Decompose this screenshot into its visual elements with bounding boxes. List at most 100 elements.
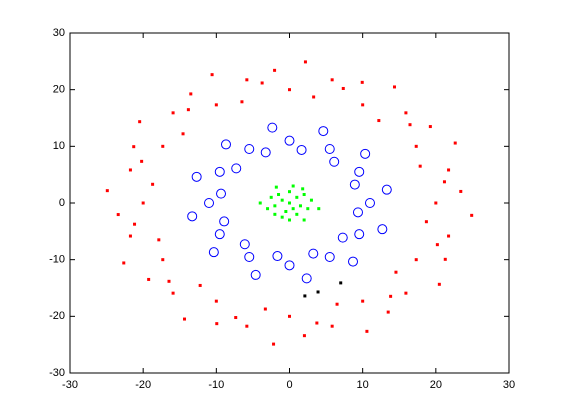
point xyxy=(364,198,375,208)
point xyxy=(122,261,126,265)
point xyxy=(284,210,288,213)
point xyxy=(437,282,441,286)
point xyxy=(339,281,343,285)
point xyxy=(329,156,340,167)
point xyxy=(296,144,307,155)
point xyxy=(215,322,219,326)
point xyxy=(288,190,291,194)
point xyxy=(303,60,307,64)
point xyxy=(288,314,291,318)
point xyxy=(267,122,278,133)
point xyxy=(354,229,365,240)
point xyxy=(260,81,264,85)
point xyxy=(234,316,238,320)
point xyxy=(274,185,278,189)
x-tick-label: -10 xyxy=(208,379,224,391)
point xyxy=(171,291,175,295)
point xyxy=(284,135,295,146)
point xyxy=(240,100,244,104)
point xyxy=(302,218,306,222)
point xyxy=(404,111,408,115)
point xyxy=(138,120,142,124)
point xyxy=(288,88,291,92)
point xyxy=(133,222,137,226)
point xyxy=(291,207,295,211)
point xyxy=(435,243,439,247)
y-tick-label: -10 xyxy=(49,254,65,266)
point xyxy=(128,168,132,172)
point xyxy=(132,145,136,149)
point xyxy=(186,108,190,112)
point xyxy=(459,189,463,193)
point xyxy=(295,212,299,216)
point xyxy=(424,220,428,224)
point xyxy=(324,143,335,154)
point xyxy=(214,229,225,240)
point xyxy=(335,302,339,306)
point xyxy=(272,251,283,262)
point xyxy=(239,239,250,250)
point xyxy=(381,184,392,195)
point xyxy=(161,144,165,148)
point xyxy=(298,204,302,208)
x-tick-label: 0 xyxy=(286,379,292,391)
point xyxy=(187,211,198,222)
point xyxy=(219,216,230,227)
point xyxy=(360,80,364,84)
point xyxy=(361,103,365,107)
point xyxy=(231,163,242,174)
point xyxy=(394,270,398,274)
point xyxy=(392,85,396,89)
point xyxy=(308,248,319,259)
y-tick-label: -20 xyxy=(49,310,65,322)
point xyxy=(288,218,291,222)
point xyxy=(443,257,447,261)
point xyxy=(317,207,321,211)
x-tick-label: -30 xyxy=(62,379,78,391)
point xyxy=(277,193,281,196)
point xyxy=(295,195,299,199)
point xyxy=(386,310,390,314)
point xyxy=(414,258,418,262)
point xyxy=(302,193,306,196)
point xyxy=(361,299,365,303)
point xyxy=(330,324,334,328)
point xyxy=(447,168,451,172)
point xyxy=(447,234,451,238)
point xyxy=(245,324,249,328)
point xyxy=(324,252,335,263)
point xyxy=(198,283,202,287)
point xyxy=(263,307,267,311)
y-tick-label: 20 xyxy=(53,84,65,96)
point xyxy=(377,224,388,235)
point xyxy=(210,73,214,77)
point xyxy=(183,317,187,321)
point xyxy=(147,277,151,281)
point xyxy=(128,234,132,238)
point xyxy=(208,247,219,258)
point xyxy=(105,189,109,193)
y-tick-label: 0 xyxy=(59,197,65,209)
point xyxy=(442,180,446,184)
point xyxy=(303,294,307,298)
point xyxy=(302,334,306,338)
point xyxy=(220,139,231,150)
point xyxy=(349,179,360,190)
y-tick-label: 30 xyxy=(53,27,65,39)
point xyxy=(404,291,408,295)
point xyxy=(418,164,422,168)
point xyxy=(141,201,145,205)
point xyxy=(161,258,165,262)
point xyxy=(389,294,393,298)
point xyxy=(245,78,249,82)
point xyxy=(244,252,255,263)
point xyxy=(315,321,319,325)
point xyxy=(301,187,305,191)
x-tick-label: 30 xyxy=(503,379,515,391)
point xyxy=(140,159,144,163)
point xyxy=(214,299,218,303)
point xyxy=(316,290,320,294)
point xyxy=(341,86,345,90)
point xyxy=(181,132,185,136)
